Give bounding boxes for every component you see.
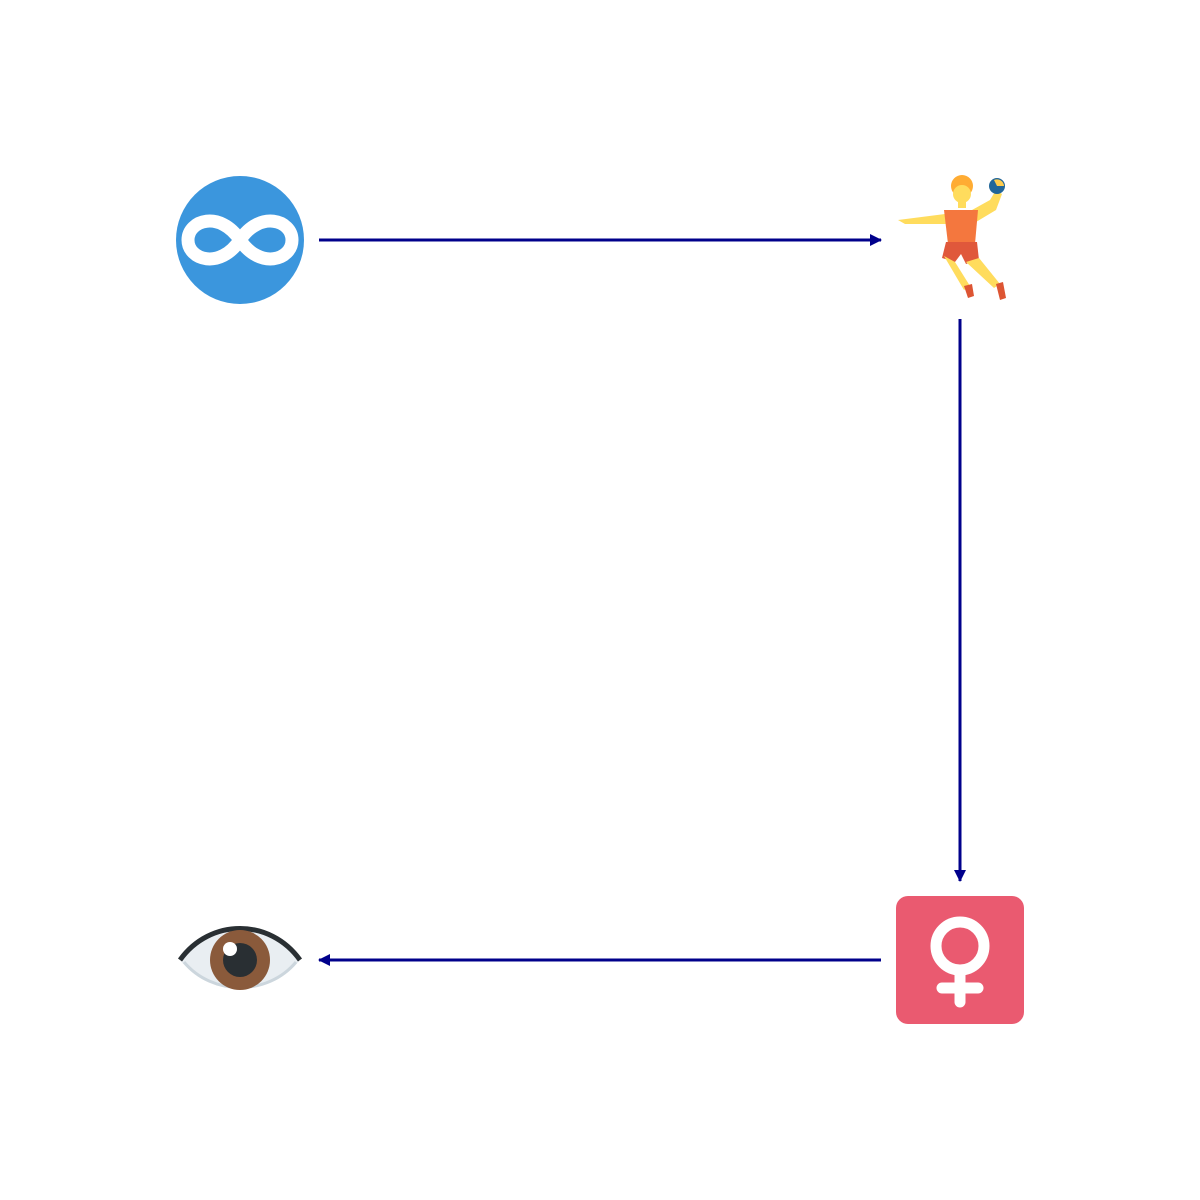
infinity-icon [176, 176, 304, 304]
person-playing-handball-icon [898, 175, 1006, 300]
female-sign-icon [896, 896, 1024, 1024]
eye-icon [177, 926, 303, 990]
